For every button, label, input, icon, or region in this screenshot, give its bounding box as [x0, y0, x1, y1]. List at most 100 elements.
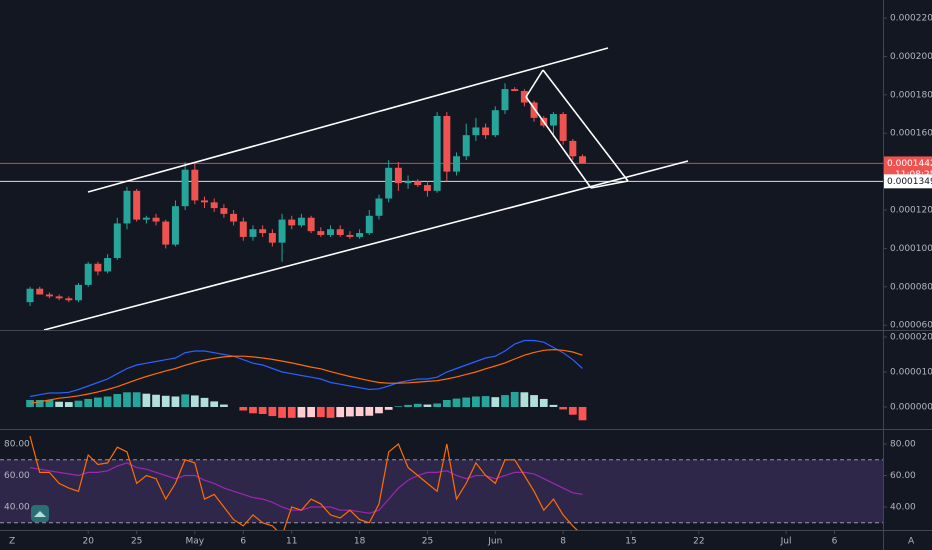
channel-lower — [43, 160, 689, 330]
x-tick-label: 15 — [625, 537, 636, 547]
candle-body — [249, 229, 257, 237]
candle-body — [104, 258, 112, 272]
y-tick-label: 80.00 — [890, 440, 916, 450]
macd-histogram-bar — [161, 395, 170, 407]
candle-body — [45, 294, 53, 297]
x-tick-label: Jul — [780, 537, 792, 547]
x-tick-label: 11 — [286, 537, 297, 547]
candle-body — [327, 229, 335, 235]
macd-histogram-bar — [355, 406, 364, 417]
candle-body — [55, 296, 63, 299]
candle-body — [84, 263, 92, 285]
macd-histogram-bar — [501, 395, 509, 407]
macd-histogram-bar — [510, 391, 519, 407]
macd-histogram-bar — [578, 406, 587, 421]
macd-histogram-bar — [452, 398, 461, 407]
x-tick-label: May — [186, 537, 205, 547]
wedge-upper — [542, 69, 629, 182]
macd-histogram-bar — [375, 406, 383, 414]
corner-button[interactable]: Z — [9, 537, 15, 547]
x-tick-label: 18 — [354, 537, 366, 547]
macd-histogram-bar — [94, 397, 102, 407]
candle-body — [230, 213, 238, 222]
macd-histogram-bar — [287, 406, 296, 418]
candle-body — [491, 110, 499, 136]
macd-histogram-bar — [307, 406, 316, 418]
candle-body — [520, 90, 528, 103]
candle-body — [443, 115, 451, 172]
x-tick-label: 6 — [832, 537, 838, 547]
macd-histogram-bar — [171, 396, 180, 407]
candle-body — [288, 219, 296, 226]
price-label: 0.00014427 — [887, 159, 932, 169]
macd-histogram-bar — [200, 397, 209, 407]
y-tick-label: 40.00 — [890, 503, 916, 513]
macd-histogram-bar — [568, 406, 577, 415]
y-tick-label: 0.00012000 — [890, 206, 932, 216]
y-tick-label: 0.00000000 — [890, 402, 932, 412]
y-tick-label: 0.00022000 — [890, 14, 932, 24]
y-tick-label: 0.00008000 — [890, 282, 932, 292]
y-tick-label: 0.00018000 — [890, 90, 932, 100]
macd-histogram-bar — [181, 394, 190, 407]
macd-histogram-bar — [549, 404, 558, 407]
x-tick-label: 25 — [422, 537, 433, 547]
price-label: 0.00013494 — [887, 177, 932, 187]
candle-body — [356, 233, 364, 237]
candle-body — [191, 169, 199, 201]
candle-body — [549, 114, 557, 126]
macd-histogram-bar — [316, 406, 325, 418]
x-tick-label: Jun — [487, 537, 502, 547]
candle-body — [307, 217, 315, 232]
macd-histogram-bar — [481, 396, 490, 407]
macd-histogram-bar — [132, 392, 141, 407]
corner-button[interactable]: A — [908, 537, 915, 547]
macd-histogram-bar — [278, 406, 286, 418]
candle-body — [375, 198, 383, 216]
candle-body — [113, 223, 121, 259]
candle-body — [162, 221, 170, 245]
x-tick-label: 6 — [240, 537, 246, 547]
macd-histogram-bar — [472, 396, 480, 407]
macd-histogram-bar — [413, 403, 422, 407]
macd-histogram-bar — [491, 397, 500, 407]
candle-body — [152, 217, 160, 222]
candle-body — [171, 206, 179, 245]
candle-body — [423, 185, 431, 191]
macd-histogram-bar — [84, 398, 93, 407]
y-tick-label-left: 40.00 — [4, 503, 30, 513]
macd-histogram-bar — [442, 399, 451, 407]
candle-body — [123, 190, 131, 224]
candle-body — [278, 219, 286, 243]
macd-histogram-bar — [249, 406, 257, 414]
wedge-top — [525, 69, 544, 98]
macd-histogram-bar — [520, 392, 529, 407]
candle-body — [94, 263, 102, 272]
macd-histogram-bar — [74, 400, 83, 407]
x-tick-label: 20 — [82, 537, 94, 547]
y-tick-label: 0.00006000 — [890, 321, 932, 331]
y-tick-label-left: 80.00 — [4, 440, 30, 450]
y-tick-label: 0.00001000 — [890, 367, 932, 377]
plot — [0, 83, 883, 530]
y-tick-label: 0.00002000 — [890, 332, 932, 342]
candle-body — [501, 89, 509, 111]
candle-body — [530, 102, 538, 118]
macd-histogram-bar — [35, 399, 44, 407]
candle-body — [26, 288, 34, 303]
macd-histogram-bar — [45, 399, 54, 407]
signal-line — [29, 348, 583, 405]
macd-histogram-bar — [239, 406, 248, 411]
pane — [0, 83, 883, 307]
macd-histogram-bar — [190, 395, 199, 407]
macd-histogram-bar — [64, 402, 73, 407]
price-label-box — [884, 174, 932, 189]
macd-histogram-bar — [365, 406, 374, 416]
macd-line — [29, 339, 583, 398]
macd-histogram-bar — [530, 395, 538, 407]
channel-upper — [87, 47, 609, 193]
macd-histogram-bar — [258, 406, 267, 414]
macd-histogram-bar — [297, 406, 306, 418]
